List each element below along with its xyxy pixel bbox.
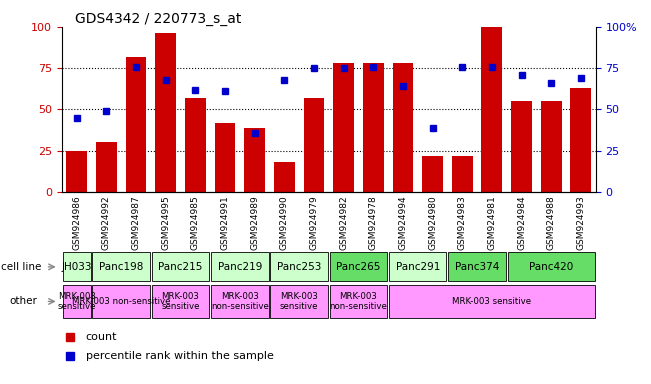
Text: Panc219: Panc219 (217, 262, 262, 272)
Bar (96, 142, 117, 192)
Text: GSM924993: GSM924993 (576, 195, 585, 250)
Bar (211, 252, 269, 281)
Bar (329, 252, 387, 281)
Text: GSM924987: GSM924987 (132, 195, 141, 250)
Text: MRK-003
sensitive: MRK-003 sensitive (280, 292, 318, 311)
Text: GSM924979: GSM924979 (309, 195, 318, 250)
Text: Panc291: Panc291 (396, 262, 440, 272)
Text: GSM924985: GSM924985 (191, 195, 200, 250)
Bar (215, 122, 236, 192)
Bar (126, 56, 146, 192)
Bar (185, 98, 206, 192)
Bar (270, 252, 328, 281)
Bar (152, 285, 209, 318)
Bar (363, 63, 383, 192)
Text: GDS4342 / 220773_s_at: GDS4342 / 220773_s_at (75, 12, 242, 25)
Text: JH033: JH033 (61, 262, 92, 272)
Bar (66, 151, 87, 192)
Bar (155, 33, 176, 192)
Bar (452, 156, 473, 192)
Text: GSM924995: GSM924995 (161, 195, 170, 250)
Bar (482, 27, 503, 192)
Text: GSM924978: GSM924978 (368, 195, 378, 250)
Bar (329, 285, 387, 318)
Bar (393, 63, 413, 192)
Bar (152, 252, 209, 281)
Bar (270, 285, 328, 318)
Text: GSM924989: GSM924989 (250, 195, 259, 250)
Text: Panc420: Panc420 (529, 262, 574, 272)
Bar (62, 285, 90, 318)
Bar (508, 252, 595, 281)
Text: MRK-003
non-sensitive: MRK-003 non-sensitive (329, 292, 387, 311)
Bar (303, 98, 324, 192)
Text: count: count (86, 332, 117, 342)
Text: cell line: cell line (1, 262, 41, 272)
Bar (92, 252, 150, 281)
Bar (449, 252, 506, 281)
Text: GSM924983: GSM924983 (458, 195, 467, 250)
Text: GSM924984: GSM924984 (517, 195, 526, 250)
Text: MRK-003
sensitive: MRK-003 sensitive (57, 292, 96, 311)
Bar (62, 252, 90, 281)
Text: MRK-003
sensitive: MRK-003 sensitive (161, 292, 200, 311)
Text: Panc374: Panc374 (455, 262, 499, 272)
Bar (333, 63, 354, 192)
Bar (92, 285, 150, 318)
Text: Panc253: Panc253 (277, 262, 322, 272)
Text: percentile rank within the sample: percentile rank within the sample (86, 351, 273, 361)
Text: other: other (10, 296, 38, 306)
Bar (389, 285, 595, 318)
Text: GSM924988: GSM924988 (547, 195, 556, 250)
Bar (244, 127, 265, 192)
Bar (274, 162, 295, 192)
Text: GSM924990: GSM924990 (280, 195, 289, 250)
Text: GSM924991: GSM924991 (221, 195, 229, 250)
Bar (570, 88, 591, 192)
Text: GSM924982: GSM924982 (339, 195, 348, 250)
Bar (211, 285, 269, 318)
Bar (511, 101, 532, 192)
Text: GSM924994: GSM924994 (398, 195, 408, 250)
Bar (422, 156, 443, 192)
Text: GSM924981: GSM924981 (488, 195, 496, 250)
Text: MRK-003
non-sensitive: MRK-003 non-sensitive (211, 292, 269, 311)
Text: MRK-003 sensitive: MRK-003 sensitive (452, 297, 531, 306)
Text: GSM924992: GSM924992 (102, 195, 111, 250)
Text: GSM924980: GSM924980 (428, 195, 437, 250)
Text: Panc215: Panc215 (158, 262, 202, 272)
Text: GSM924986: GSM924986 (72, 195, 81, 250)
Bar (389, 252, 447, 281)
Text: MRK-003 non-sensitive: MRK-003 non-sensitive (72, 297, 171, 306)
Text: Panc198: Panc198 (99, 262, 143, 272)
Bar (541, 101, 562, 192)
Text: Panc265: Panc265 (336, 262, 381, 272)
